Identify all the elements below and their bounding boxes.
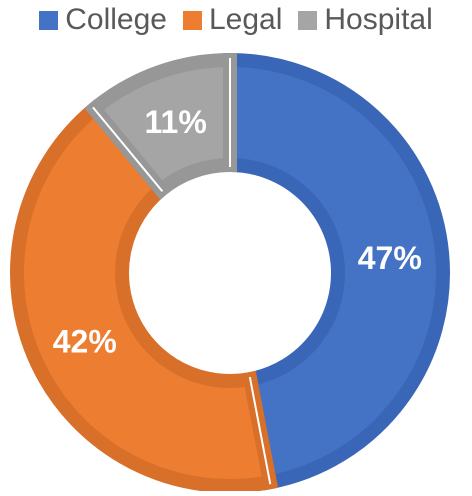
donut-slice-college (223, 52, 450, 491)
data-label-legal: 42% (53, 323, 117, 359)
legend-swatch-hospital (298, 10, 318, 30)
chart-area: 47% 42% 11% (0, 40, 472, 493)
chart-legend: College Legal Hospital (0, 0, 472, 40)
legend-label-hospital: Hospital (324, 3, 433, 36)
legend-swatch-college (39, 10, 59, 30)
legend-item-college: College (39, 5, 167, 35)
donut-slice-legal (10, 99, 279, 493)
slice-separator (248, 376, 272, 485)
legend-item-legal: Legal (182, 3, 283, 36)
legend-swatch-legal (182, 10, 202, 30)
legend-item-hospital: Hospital (298, 3, 433, 36)
legend-label-legal: Legal (208, 3, 283, 36)
data-label-hospital: 11% (144, 104, 206, 140)
donut-chart: 47% 42% 11% (10, 52, 450, 493)
slice-separator (92, 106, 164, 192)
legend-label-college: College (65, 3, 167, 36)
data-label-college: 47% (358, 240, 422, 276)
